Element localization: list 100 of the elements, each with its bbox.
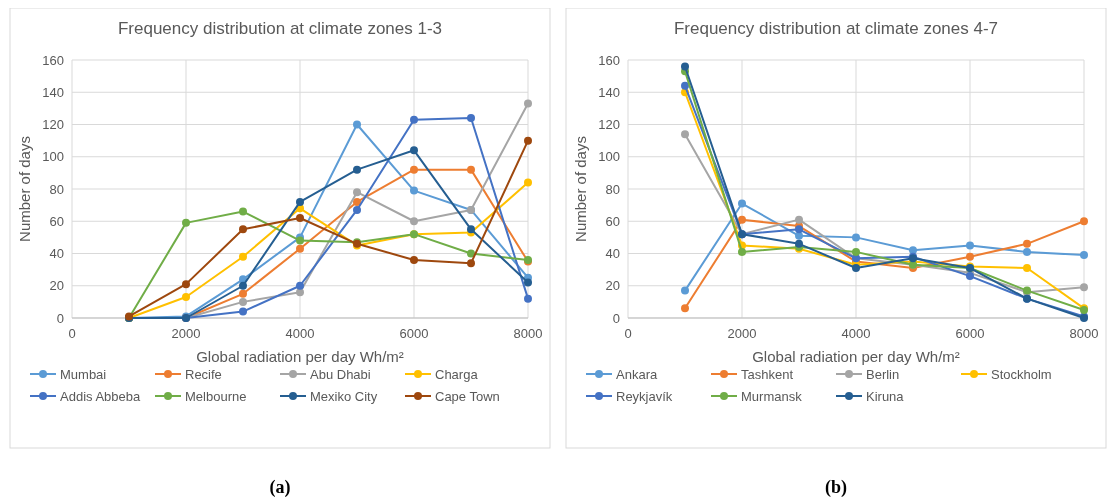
point <box>1080 283 1088 292</box>
legend-label: Abu Dhabi <box>310 366 371 382</box>
legend-label: Berlin <box>866 366 900 382</box>
y-tick-label: 160 <box>42 52 64 68</box>
y-tick-label: 100 <box>42 149 64 165</box>
point <box>239 307 247 316</box>
point <box>1080 217 1088 226</box>
point <box>410 146 418 155</box>
point <box>467 165 475 174</box>
x-tick-label: 0 <box>624 326 632 341</box>
point <box>296 244 304 253</box>
point <box>524 178 532 187</box>
chart-title: Frequency distribution at climate zones 1-3 <box>117 19 443 38</box>
text: (b) <box>825 477 847 498</box>
legend-label: Cape Town <box>435 388 500 404</box>
point <box>966 241 974 250</box>
point <box>524 99 532 108</box>
point <box>1023 264 1031 273</box>
y-tick-label: 80 <box>605 181 620 197</box>
y-tick-label: 80 <box>49 181 64 197</box>
point <box>239 252 247 261</box>
legend-label: Melbourne <box>185 388 247 404</box>
x-axis-title: Global radiation per day Wh/m² <box>752 348 960 365</box>
point <box>795 215 803 224</box>
point <box>1023 239 1031 248</box>
point <box>681 286 689 295</box>
point <box>410 255 418 264</box>
legend-label: Murmansk <box>741 388 803 404</box>
point <box>852 247 860 256</box>
y-tick-label: 0 <box>56 310 64 326</box>
text: (a) <box>269 477 291 498</box>
y-tick-label: 140 <box>42 84 64 100</box>
legend-label: Kiruna <box>866 388 905 404</box>
point <box>182 293 190 302</box>
y-tick-label: 160 <box>598 52 620 68</box>
point <box>681 304 689 313</box>
legend-label: Tashkent <box>741 366 794 382</box>
point <box>795 239 803 248</box>
legend-label: Mumbai <box>60 366 107 382</box>
y-tick-label: 140 <box>598 84 620 100</box>
point <box>410 186 418 195</box>
point <box>738 215 746 224</box>
x-tick-label: 4000 <box>841 326 871 341</box>
y-tick-label: 20 <box>49 278 64 294</box>
point <box>353 120 361 129</box>
point <box>1023 247 1031 256</box>
x-tick-label: 4000 <box>285 326 315 341</box>
point <box>239 297 247 306</box>
y-tick-label: 20 <box>605 278 620 294</box>
point <box>681 130 689 139</box>
y-tick-label: 120 <box>42 117 64 133</box>
point <box>467 249 475 258</box>
y-tick-label: 40 <box>49 246 64 262</box>
point <box>353 205 361 214</box>
x-tick-label: 6000 <box>955 326 985 341</box>
point <box>410 115 418 124</box>
point <box>966 272 974 281</box>
point <box>410 217 418 226</box>
y-tick-label: 60 <box>49 213 64 229</box>
y-tick-label: 60 <box>605 213 620 229</box>
y-tick-label: 100 <box>598 149 620 165</box>
point <box>239 207 247 216</box>
legend-label: Reykjavík <box>616 388 673 404</box>
y-tick-label: 40 <box>605 246 620 262</box>
point <box>182 218 190 227</box>
point <box>239 225 247 234</box>
x-tick-label: 2000 <box>727 326 757 341</box>
x-tick-label: 8000 <box>1069 326 1099 341</box>
point <box>467 259 475 268</box>
point <box>524 278 532 287</box>
legend-label: Charga <box>435 366 479 382</box>
point <box>1080 251 1088 260</box>
legend-label: Ankara <box>616 366 658 382</box>
legend-label: Recife <box>185 366 222 382</box>
x-tick-label: 0 <box>68 326 76 341</box>
point <box>182 280 190 289</box>
point <box>524 294 532 303</box>
x-tick-label: 2000 <box>171 326 201 341</box>
point <box>524 136 532 145</box>
point <box>353 165 361 174</box>
point <box>296 214 304 223</box>
point <box>852 233 860 242</box>
point <box>909 246 917 255</box>
point <box>353 197 361 206</box>
point <box>296 281 304 290</box>
x-axis-title: Global radiation per day Wh/m² <box>196 348 404 365</box>
point <box>296 197 304 206</box>
point <box>738 199 746 208</box>
point <box>239 289 247 298</box>
legend-label: Addis Abbeba <box>60 388 141 404</box>
point <box>852 264 860 273</box>
point <box>738 247 746 256</box>
x-tick-label: 6000 <box>399 326 429 341</box>
y-axis-title: Number of days <box>572 136 589 242</box>
point <box>410 165 418 174</box>
y-axis-title: Number of days <box>16 136 33 242</box>
point <box>681 81 689 90</box>
point <box>966 252 974 261</box>
point <box>353 188 361 197</box>
x-tick-label: 8000 <box>513 326 543 341</box>
